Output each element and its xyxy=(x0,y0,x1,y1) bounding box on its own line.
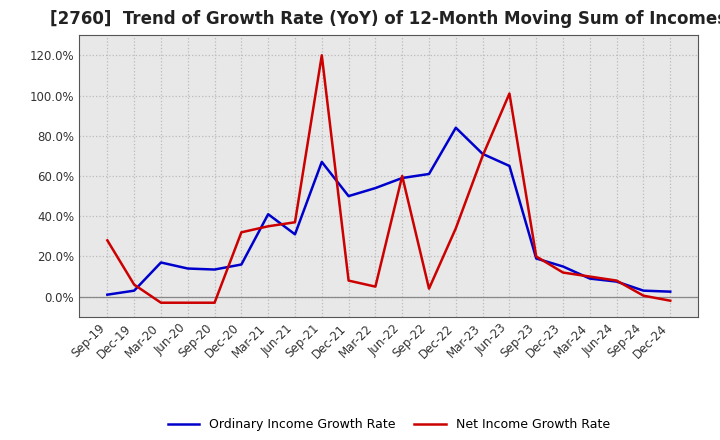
Ordinary Income Growth Rate xyxy=(612,279,621,284)
Net Income Growth Rate xyxy=(666,298,675,303)
Net Income Growth Rate xyxy=(612,278,621,283)
Line: Net Income Growth Rate: Net Income Growth Rate xyxy=(107,55,670,303)
Ordinary Income Growth Rate xyxy=(559,264,567,269)
Net Income Growth Rate xyxy=(639,293,648,298)
Net Income Growth Rate xyxy=(237,230,246,235)
Ordinary Income Growth Rate xyxy=(157,260,166,265)
Net Income Growth Rate xyxy=(451,226,460,231)
Ordinary Income Growth Rate xyxy=(184,266,192,271)
Net Income Growth Rate xyxy=(559,270,567,275)
Net Income Growth Rate xyxy=(344,278,353,283)
Net Income Growth Rate xyxy=(585,274,594,279)
Legend: Ordinary Income Growth Rate, Net Income Growth Rate: Ordinary Income Growth Rate, Net Income … xyxy=(163,413,615,436)
Net Income Growth Rate xyxy=(371,284,379,289)
Line: Ordinary Income Growth Rate: Ordinary Income Growth Rate xyxy=(107,128,670,295)
Net Income Growth Rate xyxy=(398,173,407,179)
Ordinary Income Growth Rate xyxy=(318,159,326,165)
Ordinary Income Growth Rate xyxy=(210,267,219,272)
Net Income Growth Rate xyxy=(478,153,487,158)
Ordinary Income Growth Rate xyxy=(585,276,594,281)
Net Income Growth Rate xyxy=(264,224,272,229)
Ordinary Income Growth Rate xyxy=(130,288,138,293)
Net Income Growth Rate xyxy=(291,220,300,225)
Net Income Growth Rate xyxy=(157,300,166,305)
Ordinary Income Growth Rate xyxy=(478,151,487,157)
Ordinary Income Growth Rate xyxy=(666,289,675,294)
Net Income Growth Rate xyxy=(532,254,541,259)
Ordinary Income Growth Rate xyxy=(425,171,433,176)
Ordinary Income Growth Rate xyxy=(103,292,112,297)
Ordinary Income Growth Rate xyxy=(237,262,246,267)
Ordinary Income Growth Rate xyxy=(639,288,648,293)
Ordinary Income Growth Rate xyxy=(344,194,353,199)
Net Income Growth Rate xyxy=(130,282,138,287)
Net Income Growth Rate xyxy=(103,238,112,243)
Net Income Growth Rate xyxy=(210,300,219,305)
Ordinary Income Growth Rate xyxy=(264,212,272,217)
Ordinary Income Growth Rate xyxy=(371,185,379,191)
Net Income Growth Rate xyxy=(505,91,514,96)
Net Income Growth Rate xyxy=(184,300,192,305)
Ordinary Income Growth Rate xyxy=(532,256,541,261)
Ordinary Income Growth Rate xyxy=(505,163,514,169)
Ordinary Income Growth Rate xyxy=(398,176,407,181)
Ordinary Income Growth Rate xyxy=(291,232,300,237)
Net Income Growth Rate xyxy=(318,53,326,58)
Ordinary Income Growth Rate xyxy=(451,125,460,130)
Net Income Growth Rate xyxy=(425,286,433,291)
Title: [2760]  Trend of Growth Rate (YoY) of 12-Month Moving Sum of Incomes: [2760] Trend of Growth Rate (YoY) of 12-… xyxy=(50,10,720,28)
